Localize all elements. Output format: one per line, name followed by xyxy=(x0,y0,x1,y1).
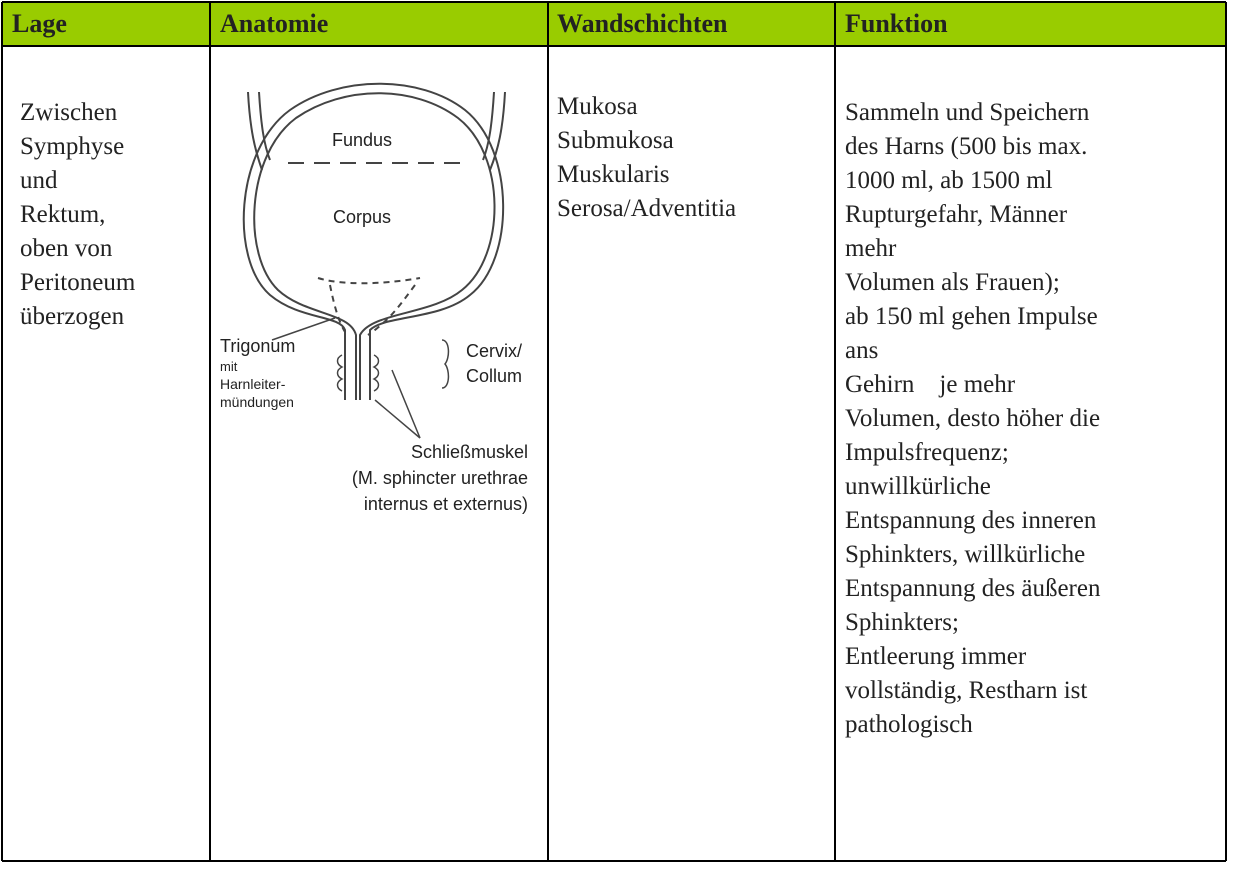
funktion-line: Entleerung immer xyxy=(845,643,1027,670)
diagram-label: internus et externus) xyxy=(363,494,528,514)
header-cell: Anatomie xyxy=(220,9,329,38)
funktion-line: ans xyxy=(845,337,879,364)
funktion-line: Sphinkters; xyxy=(845,609,959,636)
funktion-line: Entspannung des inneren xyxy=(845,507,1097,534)
lage-line: Zwischen xyxy=(20,99,118,126)
header-cell: Funktion xyxy=(845,9,948,38)
funktion-line: pathologisch xyxy=(845,711,973,738)
funktion-line: Sammeln und Speichern xyxy=(845,99,1090,126)
diagram-label: mündungen xyxy=(220,394,294,410)
funktion-line: Gehirn je mehr xyxy=(845,371,1016,398)
diagram-label: Harnleiter- xyxy=(220,376,286,392)
diagram-label: (M. sphincter urethrae xyxy=(351,468,528,488)
funktion-line: Volumen als Frauen); xyxy=(845,269,1060,296)
grid-lines xyxy=(1,1,1227,862)
wandschichten-line: Muskularis xyxy=(557,161,670,188)
funktion-line: Volumen, desto höher die xyxy=(845,405,1101,432)
bladder-diagram xyxy=(242,82,506,439)
diagram-label: Collum xyxy=(466,366,523,386)
funktion-line: Impulsfrequenz; xyxy=(845,439,1009,466)
diagram-label: Trigonum xyxy=(220,336,296,356)
funktion-line: mehr xyxy=(845,235,897,262)
diagram-label: Schließmuskel xyxy=(410,442,528,462)
funktion-line: ab 150 ml gehen Impulse xyxy=(845,303,1098,330)
diagram-label: Corpus xyxy=(332,207,392,227)
funktion-line: unwillkürliche xyxy=(845,473,991,500)
funktion-line: Sphinkters, willkürliche xyxy=(845,541,1086,568)
diagram-label: mit xyxy=(220,359,238,374)
wandschichten-line: Submukosa xyxy=(557,127,674,154)
wandschichten-line: Serosa/Adventitia xyxy=(557,195,737,222)
funktion-line: Rupturgefahr, Männer xyxy=(845,201,1068,228)
lage-line: Rektum, xyxy=(20,201,106,228)
lage-line: überzogen xyxy=(20,303,125,330)
funktion-line: 1000 ml, ab 1500 ml xyxy=(845,167,1053,194)
funktion-line: des Harns (500 bis max. xyxy=(845,133,1088,160)
funktion-line: Entspannung des äußeren xyxy=(845,575,1101,602)
diagram-label: Cervix/ xyxy=(466,341,523,361)
funktion-line: vollständig, Restharn ist xyxy=(845,677,1088,704)
header-cell: Wandschichten xyxy=(557,9,728,38)
lage-line: Peritoneum xyxy=(20,269,136,296)
header-cell: Lage xyxy=(12,9,67,38)
lage-line: oben von xyxy=(20,235,113,262)
lage-line: Symphyse xyxy=(20,133,125,160)
header-background xyxy=(2,2,1226,46)
diagram-label: Fundus xyxy=(331,130,393,150)
lage-line: und xyxy=(20,167,58,194)
wandschichten-line: Mukosa xyxy=(557,93,638,120)
